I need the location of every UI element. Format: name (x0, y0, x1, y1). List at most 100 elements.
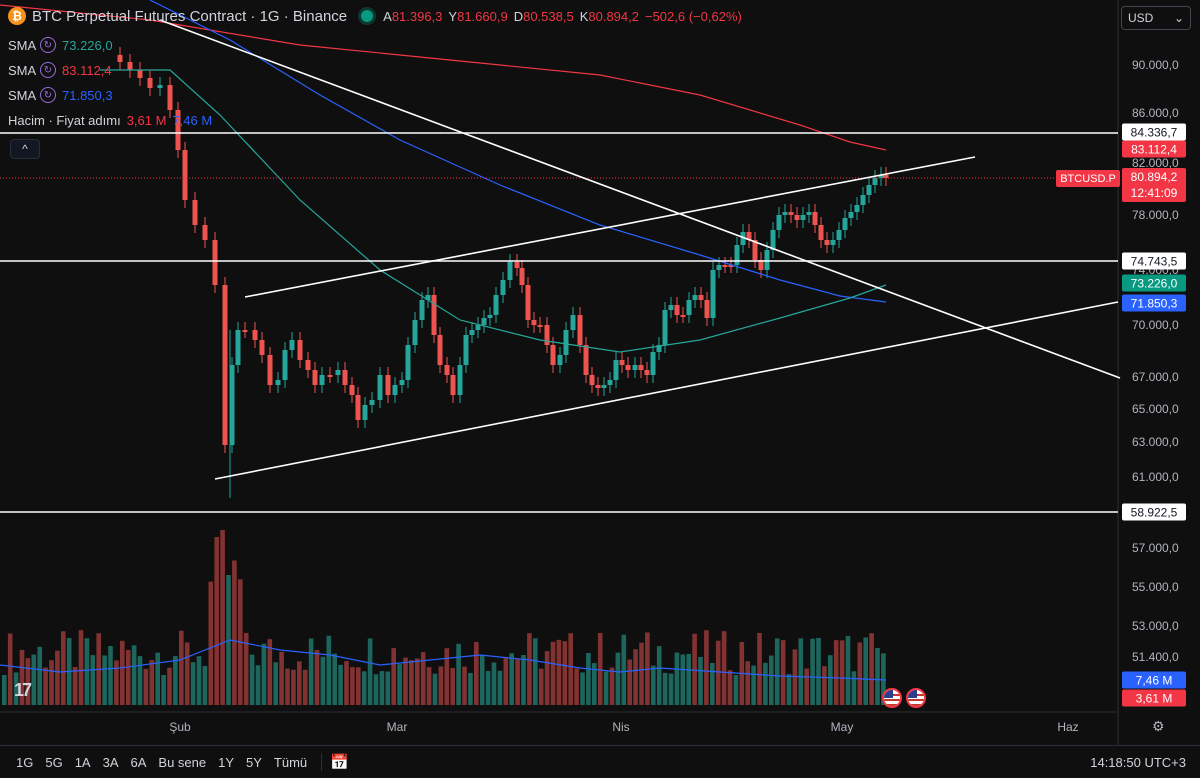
volume-bar (662, 672, 668, 705)
indicator-sma-2[interactable]: SMA ↻ 83.112,4 (8, 62, 112, 78)
volume-bar (167, 667, 172, 705)
range-5y-button[interactable]: 5Y (246, 754, 262, 770)
candle-body (740, 232, 746, 245)
volume-bar (432, 673, 438, 705)
candle-body (782, 212, 788, 215)
range-3a-button[interactable]: 3A (102, 754, 119, 770)
volume-bar (527, 633, 532, 705)
candle-body (392, 385, 398, 395)
volume-bar (108, 646, 113, 705)
volume-bar (491, 662, 497, 705)
volume-bar (444, 648, 450, 705)
candle-body (764, 250, 770, 270)
candle-body (127, 62, 133, 70)
volume-bar (674, 652, 680, 705)
range-6a-button[interactable]: 6A (130, 754, 147, 770)
candle-body (704, 300, 710, 318)
volume-bar (373, 674, 379, 705)
candle-body (728, 265, 734, 267)
volume-bar (297, 661, 302, 705)
candle-body (355, 395, 361, 420)
volume-bar (173, 656, 178, 705)
hline-price-tag: 74.743,5 (1122, 252, 1186, 270)
volume-bar (592, 663, 597, 705)
market-open-icon (361, 10, 374, 22)
candle-body (147, 78, 153, 88)
candle-body (267, 355, 273, 385)
volume-bar (255, 665, 261, 705)
volume-bar (710, 662, 715, 705)
volume-bar (350, 667, 355, 705)
range-all-button[interactable]: Tümü (273, 754, 308, 770)
volume-bar (833, 640, 839, 705)
settings-gear-icon[interactable]: ⚙ (1152, 718, 1165, 734)
candle-body (625, 365, 631, 370)
calendar-icon[interactable]: 📅 (330, 754, 349, 771)
us-flag-event-icon[interactable] (882, 688, 902, 708)
volume-bar (267, 639, 273, 705)
volume-bar (78, 630, 84, 705)
candle-body (860, 195, 866, 205)
tradingview-logo-icon[interactable]: 17 (14, 680, 32, 700)
us-flag-event-icon[interactable] (906, 688, 926, 708)
candle-body (412, 320, 418, 345)
trendline-channel-bottom (214, 301, 1119, 480)
volume-bar (780, 640, 786, 705)
candle-body (656, 345, 662, 352)
sma-red-line (0, 4, 887, 151)
candle-body (327, 375, 333, 377)
volume-bar (114, 660, 119, 705)
volume-bar (13, 672, 19, 705)
volume-bar (456, 643, 461, 705)
volume-bar (503, 658, 509, 705)
candle-body (674, 305, 680, 315)
volume-bar (450, 668, 455, 705)
candle-body (836, 230, 842, 240)
volume-bar (190, 662, 196, 705)
volume-bar (586, 652, 591, 705)
volume-bar (220, 530, 225, 705)
volume-bar (202, 665, 208, 705)
volume-bar (125, 649, 131, 705)
collapse-legend-button[interactable]: ^ (10, 139, 40, 159)
volume-bar (875, 647, 880, 705)
candle-body (878, 175, 884, 178)
currency-select[interactable]: USD ⌄ (1121, 6, 1191, 30)
volume-bar (184, 642, 190, 705)
volume-bar (816, 637, 821, 705)
volume-bar (857, 642, 863, 705)
indicator-sma-3[interactable]: SMA ↻ 71.850,3 (8, 87, 113, 103)
candle-body (419, 300, 425, 320)
clock[interactable]: 14:18:50 UTC+3 (1090, 755, 1186, 770)
indicator-volume[interactable]: Hacim · Fiyat adımı 3,61 M 7,46 M (8, 113, 213, 128)
range-1g-button[interactable]: 1G (16, 754, 34, 770)
candle-body (812, 212, 818, 225)
candle-body (385, 375, 391, 395)
range-5g-button[interactable]: 5G (45, 754, 63, 770)
candle-body (319, 375, 325, 385)
range-1y-button[interactable]: 1Y (218, 754, 235, 770)
volume-bar (214, 537, 219, 705)
candle-body (794, 215, 800, 220)
range-1a-button[interactable]: 1A (74, 754, 91, 770)
candle-body (117, 55, 123, 62)
range-ytd-button[interactable]: Bu sene (158, 754, 207, 770)
volume-bar (839, 640, 845, 705)
indicator-sma-1[interactable]: SMA ↻ 73.226,0 (8, 37, 113, 53)
candle-body (282, 350, 288, 380)
candle-body (770, 230, 776, 250)
volume-bar (161, 674, 166, 705)
volume-bar (609, 667, 615, 705)
volume-bar (25, 658, 31, 705)
trendline-channel-top (244, 156, 976, 298)
time-tick: Nis (612, 720, 630, 734)
symbol-title[interactable]: BTC Perpetual Futures Contract · 1G · Bi… (32, 7, 348, 25)
volume-bar (285, 668, 290, 705)
candle-body (800, 215, 806, 220)
volume-bar (763, 662, 768, 705)
volume-bar (196, 656, 202, 705)
volume-bar (881, 653, 886, 705)
candle-body (776, 215, 782, 230)
candle-body (710, 270, 716, 318)
